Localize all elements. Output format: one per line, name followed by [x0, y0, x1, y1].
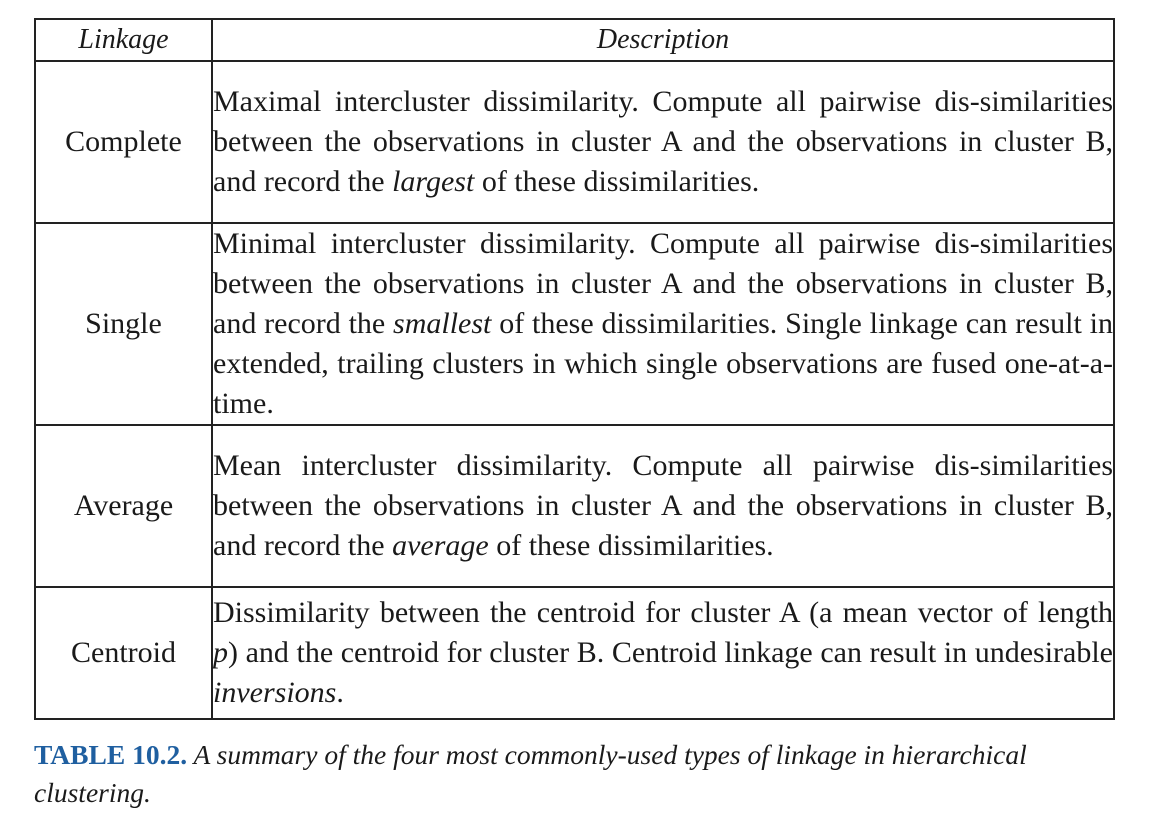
linkage-table: Linkage Description Complete Maximal int… — [34, 18, 1115, 720]
linkage-description: Minimal intercluster dissimilarity. Comp… — [211, 222, 1115, 426]
linkage-description: Mean intercluster dissimilarity. Compute… — [211, 424, 1115, 588]
linkage-name: Single — [34, 222, 213, 426]
caption-label: TABLE 10.2. — [34, 739, 188, 770]
table-header-row: Linkage Description — [34, 18, 1115, 62]
linkage-name: Centroid — [34, 586, 213, 720]
linkage-name: Complete — [34, 60, 213, 224]
table-row: Complete Maximal intercluster dissimilar… — [34, 60, 1115, 224]
caption-text: A summary of the four most commonly-used… — [34, 739, 1027, 808]
table-caption: TABLE 10.2. A summary of the four most c… — [34, 736, 1114, 812]
linkage-description: Maximal intercluster dissimilarity. Comp… — [211, 60, 1115, 224]
table-row: Centroid Dissimilarity between the centr… — [34, 586, 1115, 720]
linkage-description: Dissimilarity between the centroid for c… — [211, 586, 1115, 720]
table-row: Single Minimal intercluster dissimilarit… — [34, 222, 1115, 426]
header-description: Description — [211, 18, 1115, 62]
table-row: Average Mean intercluster dissimilarity.… — [34, 424, 1115, 588]
header-linkage: Linkage — [34, 18, 213, 62]
linkage-name: Average — [34, 424, 213, 588]
